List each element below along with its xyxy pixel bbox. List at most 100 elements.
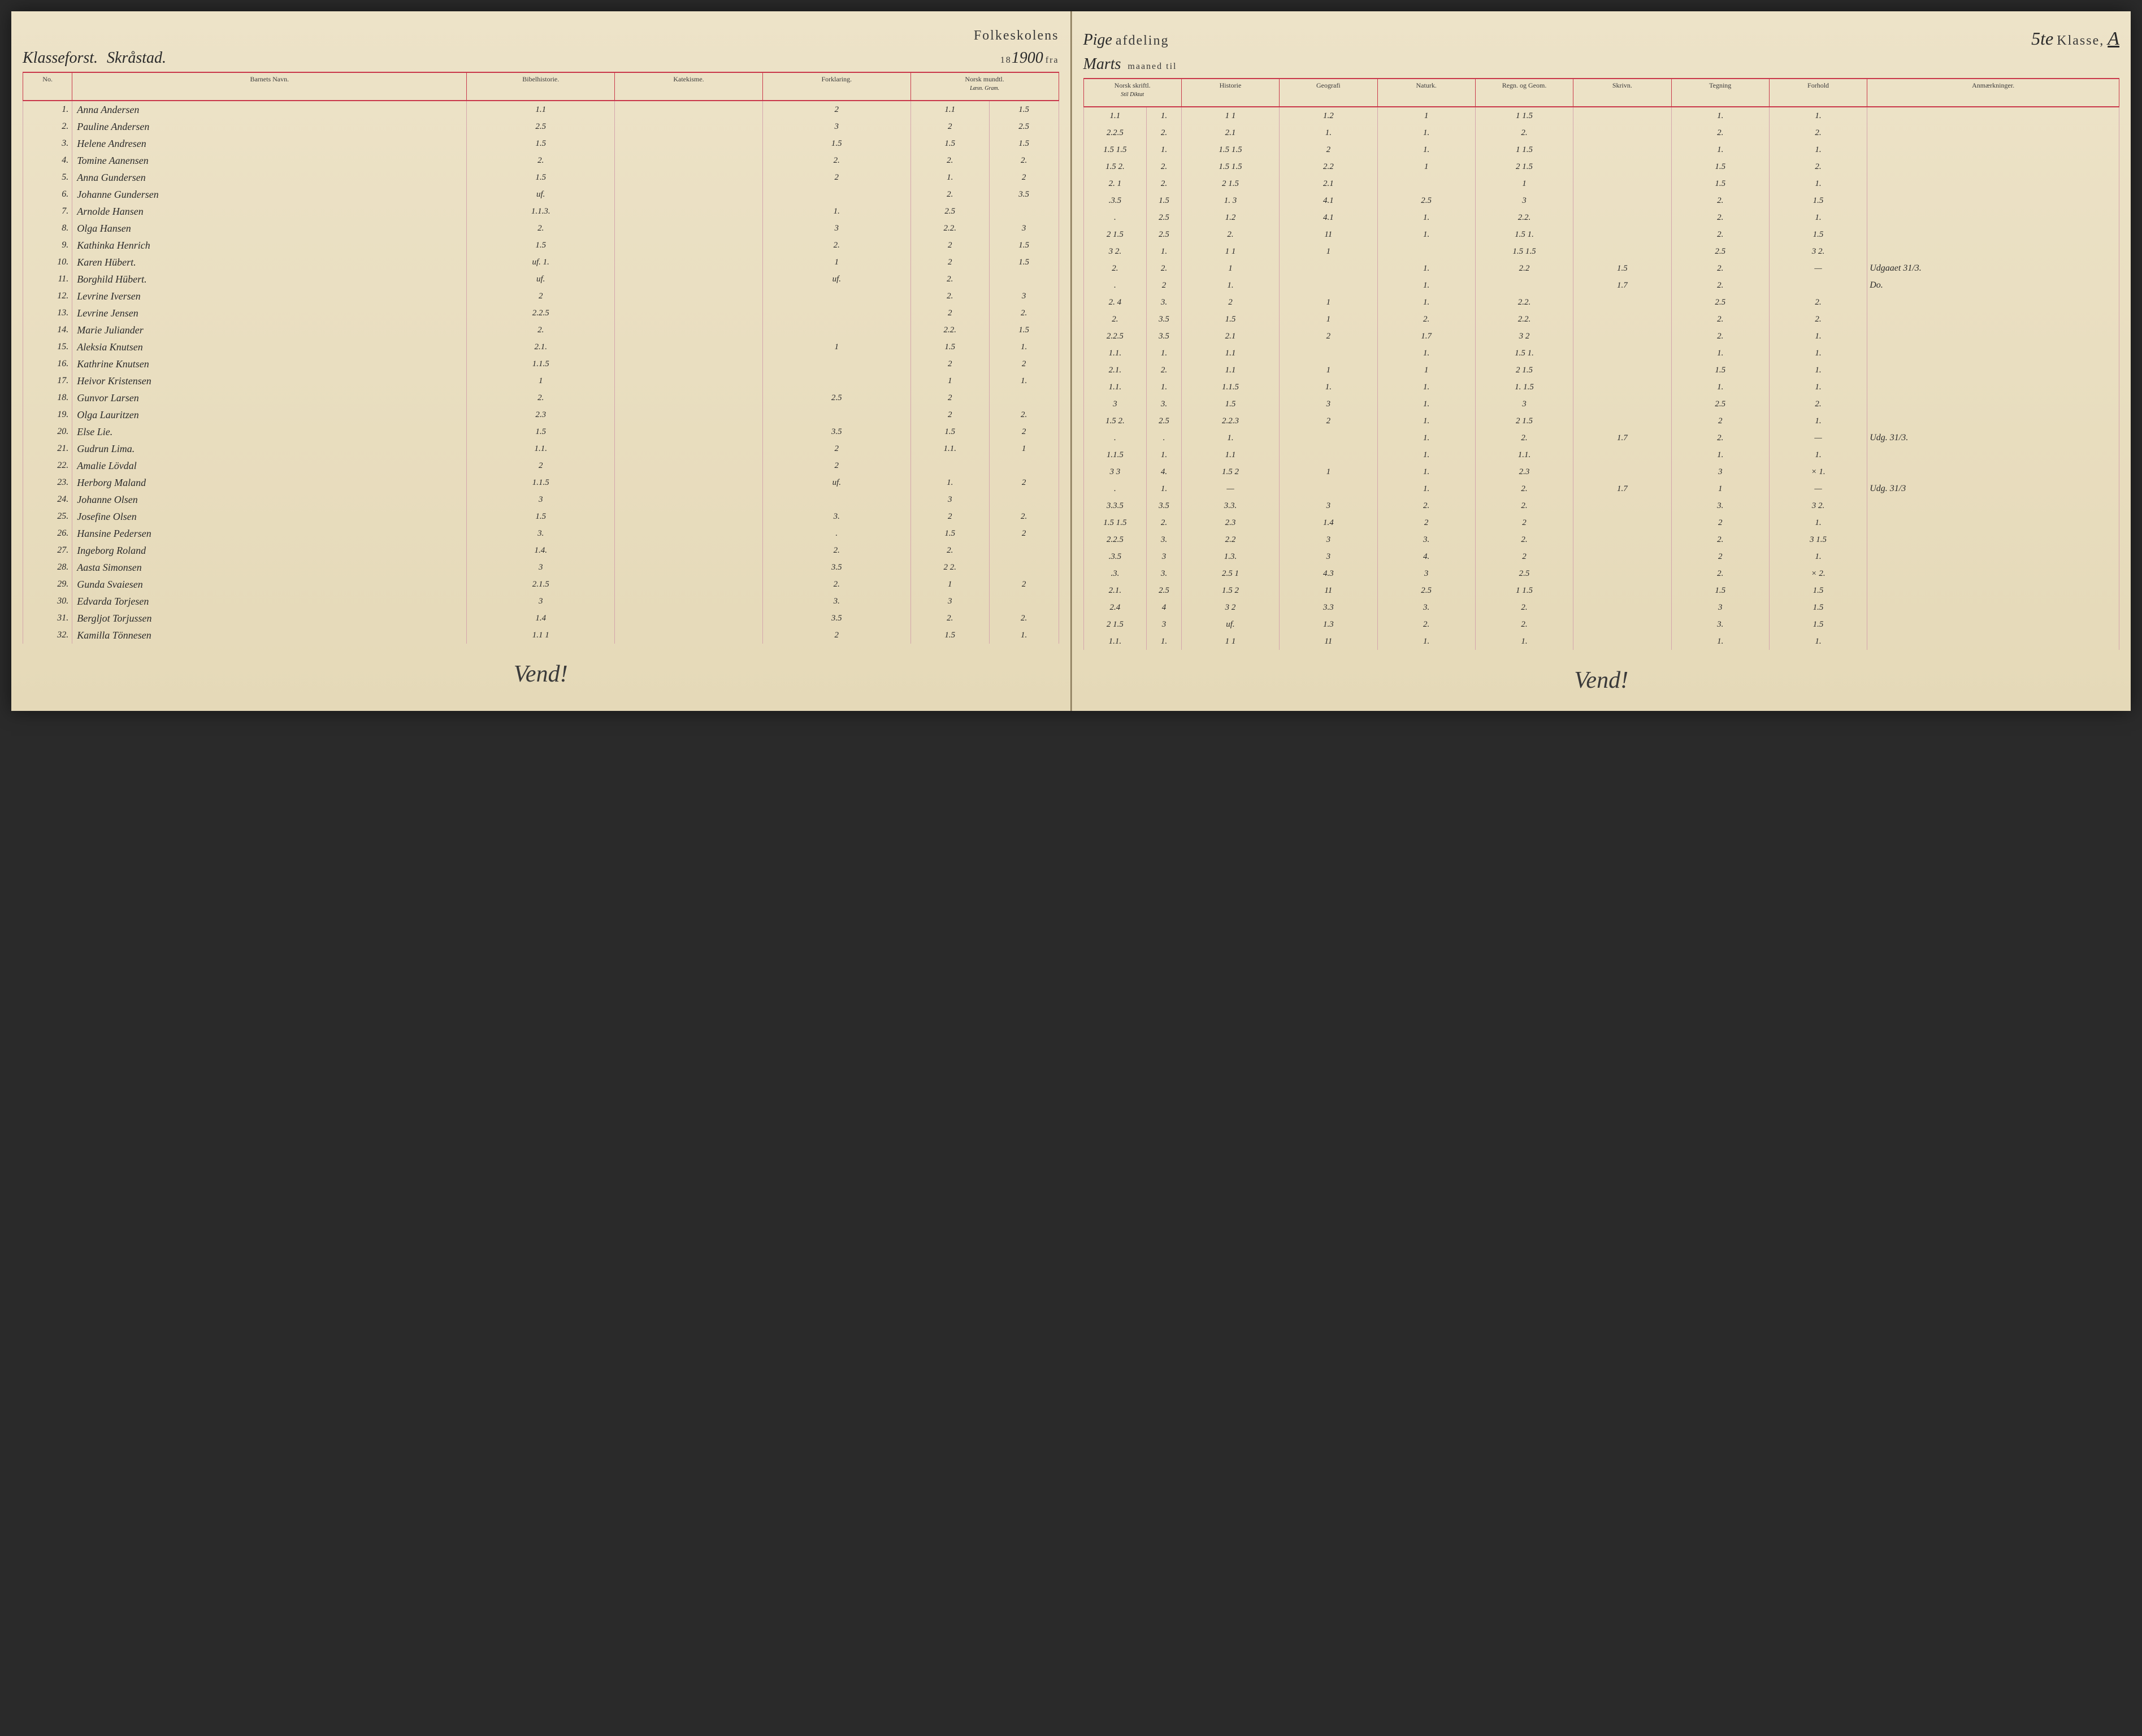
grade-katek: [615, 474, 763, 491]
klasse-label: Klasse,: [2057, 33, 2104, 49]
student-name: Ingeborg Roland: [72, 542, 467, 559]
grade-ns2: 2: [1147, 277, 1182, 294]
grade-ns2: 2.: [1147, 175, 1182, 192]
grade-hist: 1.5: [1181, 396, 1279, 413]
table-row: 14.Marie Juliander2.2.2.1.5: [23, 322, 1059, 338]
table-row: 2. 43.211.2.2.2.52.: [1083, 294, 2119, 311]
grade-ns1: .3.5: [1083, 192, 1147, 209]
table-row: 2.2.52.2.11.1.2.2.2.: [1083, 124, 2119, 141]
student-name: Levrine Jensen: [72, 305, 467, 322]
grade-regn: 1: [1475, 175, 1573, 192]
grade-tegn: 1.: [1671, 379, 1769, 396]
grade-regn: 1.1.: [1475, 446, 1573, 463]
grade-nm1: 1.5: [910, 525, 989, 542]
row-no: 8.: [23, 220, 72, 237]
vend-left: Vend!: [23, 661, 1059, 688]
grade-regn: 1.5 1.: [1475, 345, 1573, 362]
grade-tegn: 2.5: [1671, 294, 1769, 311]
grade-bibel: 3: [467, 491, 615, 508]
grade-hist: 3.3.: [1181, 497, 1279, 514]
student-name: Else Lie.: [72, 423, 467, 440]
row-no: 20.: [23, 423, 72, 440]
grade-regn: 2.: [1475, 531, 1573, 548]
grade-skriv: [1573, 175, 1671, 192]
grade-hist: 1.5 1.5: [1181, 158, 1279, 175]
grade-bibel: 1.4.: [467, 542, 615, 559]
grade-geo: 11: [1280, 633, 1377, 650]
vend-right: Vend!: [1083, 667, 2120, 694]
grade-forkl: 3.: [762, 508, 910, 525]
grade-skriv: [1573, 226, 1671, 243]
grade-katek: [615, 593, 763, 610]
grade-forh: [1769, 277, 1867, 294]
grade-forkl: [762, 491, 910, 508]
table-row: 23.Herborg Maland1.1.5uf.1.2: [23, 474, 1059, 491]
grade-katek: [615, 576, 763, 593]
row-no: 9.: [23, 237, 72, 254]
grade-nat: [1377, 175, 1475, 192]
grade-ns1: 1.5 1.5: [1083, 141, 1147, 158]
grade-nm2: 2: [989, 525, 1059, 542]
grade-nm1: 3: [910, 593, 989, 610]
table-row: 1.5 1.51.1.5 1.521.1 1.51.1.: [1083, 141, 2119, 158]
col-bibel: Bibelhistorie.: [467, 72, 615, 101]
grade-forh: 2.: [1769, 294, 1867, 311]
grade-nat: 1.: [1377, 226, 1475, 243]
school-title-left: Folkeskolens: [974, 28, 1059, 44]
grade-tegn: 2.5: [1671, 243, 1769, 260]
grade-nm2: 3: [989, 288, 1059, 305]
grade-ns2: 1.: [1147, 379, 1182, 396]
student-name: Anna Gundersen: [72, 169, 467, 186]
grade-forh: 3 1.5: [1769, 531, 1867, 548]
grade-nm1: 2.: [910, 152, 989, 169]
grade-regn: 3: [1475, 396, 1573, 413]
grade-skriv: [1573, 107, 1671, 124]
grade-katek: [615, 254, 763, 271]
grade-nm1: 1.: [910, 169, 989, 186]
grade-forkl: 3.5: [762, 559, 910, 576]
grade-forh: 1.: [1769, 514, 1867, 531]
grade-hist: uf.: [1181, 616, 1279, 633]
grade-geo: [1280, 345, 1377, 362]
table-row: 10.Karen Hübert.uf. 1.121.5: [23, 254, 1059, 271]
grade-forkl: 2.: [762, 576, 910, 593]
grade-tegn: 2.: [1671, 311, 1769, 328]
grade-forkl: [762, 186, 910, 203]
grade-ns1: 2.: [1083, 260, 1147, 277]
student-name: Kamilla Tönnesen: [72, 627, 467, 644]
table-row: 1.5 2.2.1.5 1.52.212 1.51.52.: [1083, 158, 2119, 175]
grade-tegn: 3: [1671, 599, 1769, 616]
note: [1867, 446, 2119, 463]
student-name: Olga Hansen: [72, 220, 467, 237]
grade-geo: 1.4: [1280, 514, 1377, 531]
grade-tegn: 1.: [1671, 107, 1769, 124]
grade-skriv: [1573, 311, 1671, 328]
grade-ns1: 1.5 2.: [1083, 158, 1147, 175]
grade-nat: 1.: [1377, 396, 1475, 413]
grade-tegn: 2.: [1671, 192, 1769, 209]
grade-tegn: 1.: [1671, 446, 1769, 463]
note: [1867, 226, 2119, 243]
grade-forh: —: [1769, 429, 1867, 446]
row-no: 22.: [23, 457, 72, 474]
grade-nat: 1.: [1377, 463, 1475, 480]
grade-tegn: 2.5: [1671, 396, 1769, 413]
grade-tegn: 2.: [1671, 429, 1769, 446]
grade-forkl: 3: [762, 118, 910, 135]
grade-ns2: 2.: [1147, 260, 1182, 277]
grade-tegn: 2.: [1671, 277, 1769, 294]
grade-skriv: [1573, 362, 1671, 379]
table-row: 2.1.2.51.5 2112.51 1.51.51.5: [1083, 582, 2119, 599]
grade-ns1: 1.1: [1083, 107, 1147, 124]
grade-hist: 2.: [1181, 226, 1279, 243]
grade-regn: 1 1.5: [1475, 582, 1573, 599]
grade-katek: [615, 423, 763, 440]
student-name: Hansine Pedersen: [72, 525, 467, 542]
grade-nm2: [989, 542, 1059, 559]
col-natur: Naturk.: [1377, 79, 1475, 107]
grade-regn: 2: [1475, 548, 1573, 565]
grade-nat: 2.: [1377, 616, 1475, 633]
note: [1867, 379, 2119, 396]
table-row: 17.Heivor Kristensen111.: [23, 372, 1059, 389]
col-norsk-m: Norsk mundtl. Læsn. Gram.: [910, 72, 1059, 101]
